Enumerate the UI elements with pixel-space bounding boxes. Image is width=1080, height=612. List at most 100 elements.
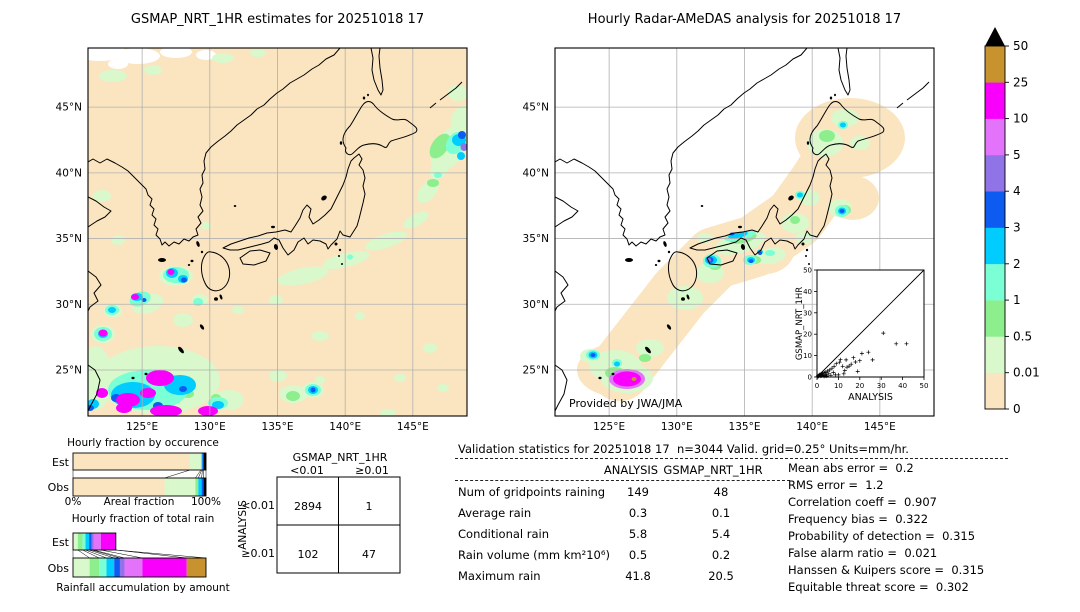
- contingency-value-10: 102: [298, 548, 319, 561]
- colorbar-segment-peach: [985, 372, 1005, 410]
- rain-blob-cyan: [614, 361, 620, 367]
- rain-blob-aqua: [765, 250, 775, 256]
- rain-blob-palegreen: [93, 190, 111, 202]
- rain-blob-palegreen: [212, 53, 234, 63]
- bar-segment-purple: [119, 558, 125, 577]
- rain-blob-blue: [748, 259, 754, 263]
- rain-blob-palegreen: [831, 109, 859, 127]
- lat-tick-label: 30°N: [523, 299, 549, 311]
- rain-blob-palegreen: [232, 306, 244, 314]
- est-row-label: Est: [52, 456, 70, 469]
- obs-row-label: Obs: [48, 481, 70, 494]
- left-map-axis-ticks: 125°E 130°E 135°E 140°E 145°E 45°N 40°N 35°N 30°…: [56, 102, 429, 433]
- bar-segment-green: [89, 558, 100, 577]
- credit-text: Provided by JWA/JMA: [569, 397, 683, 410]
- connector-line: [164, 469, 191, 479]
- rain-blob-cyan: [797, 192, 803, 198]
- connector-line: [91, 549, 121, 559]
- rain-blob-palegreen: [667, 286, 703, 310]
- colorbar-segment-palegreen: [985, 336, 1005, 373]
- lon-tick-label: 125°E: [593, 421, 625, 433]
- rain-blob-aqua: [434, 172, 442, 178]
- occurrence-bars: [72, 452, 207, 497]
- right-map-gridlines: [555, 48, 934, 416]
- bar-segment-green: [200, 453, 202, 470]
- connector-line: [82, 549, 100, 559]
- rain-blob-palegreen: [450, 105, 467, 131]
- rain-blob-palegreen: [111, 235, 125, 245]
- bar-segment-aqua: [82, 533, 86, 550]
- lon-tick-label: 130°E: [194, 421, 226, 433]
- rain-blob-palegreen: [394, 374, 406, 382]
- score-line: False alarm ratio = 0.021: [788, 546, 938, 560]
- x-axis-100pct: 100%: [191, 496, 221, 508]
- rain-blob-magenta: [116, 403, 132, 413]
- validation-row: Conditional rain 5.8 5.4: [455, 527, 1017, 543]
- validation-cell: 20.5: [708, 569, 734, 583]
- validation-cell: 0.1: [711, 506, 731, 520]
- scatter-inset: 0 10 20 30 40 50 0 10 20 30 40 50 ANALYSIS GSMAP_NRT_…: [795, 267, 928, 404]
- bar-segment-cyan: [85, 533, 90, 550]
- colorbar-segment-gold: [985, 46, 1005, 83]
- contingency-col-label-ge: ≥0.01: [355, 464, 389, 477]
- validation-cell: 41.8: [625, 569, 651, 583]
- bar-segment-cyan: [106, 558, 115, 577]
- validation-cell: 0.2: [711, 548, 731, 562]
- connector-line: [115, 549, 207, 559]
- rain-blob-palegreen: [269, 295, 283, 305]
- colorbar-tick-label: 50: [1013, 39, 1028, 53]
- lat-tick-label: 25°N: [56, 365, 82, 377]
- validation-cell: Maximum rain: [458, 569, 541, 583]
- colorbar-tick-label: 0.5: [1013, 329, 1032, 343]
- colorbar-segment-aqua: [985, 263, 1005, 301]
- inset-y-tick-label: 0: [808, 374, 812, 382]
- score-line: Equitable threat score = 0.302: [788, 580, 969, 594]
- lat-tick-label: 45°N: [56, 102, 82, 114]
- rain-blob-blue: [179, 386, 187, 392]
- contingency-row-label-lt: <0.01: [241, 499, 275, 512]
- rain-blob-palegreen: [311, 331, 329, 341]
- score-line: Frequency bias = 0.322: [788, 512, 929, 526]
- rain-blob-cyan: [728, 231, 748, 239]
- rain-blob-green: [790, 216, 800, 224]
- validation-cell: 48: [713, 485, 729, 499]
- inset-x-tick-label: 30: [877, 382, 886, 390]
- validation-row: Num of gridpoints raining 149 48: [455, 485, 1017, 501]
- score-line: Probability of detection = 0.315: [788, 529, 976, 543]
- rain-blob-green: [429, 133, 451, 159]
- score-line: RMS error = 1.2: [788, 478, 884, 492]
- connector-line: [89, 549, 115, 559]
- bar-segment-blue: [89, 533, 92, 550]
- colorbar-tick-label: 3: [1013, 221, 1021, 235]
- validation-cell: Conditional rain: [458, 527, 550, 541]
- bar-outline: [72, 452, 207, 471]
- left-map-frame: [87, 47, 468, 417]
- rain-blob-magenta: [98, 329, 108, 337]
- obs-row-label: Obs: [48, 562, 70, 575]
- radar-amedas-map: 0 10 20 30 40 50 0 10 20 30 40 50 ANALYSIS GSMAP_NRT_…: [523, 47, 935, 433]
- colorbar-segment-cyan: [985, 227, 1005, 265]
- x-axis-0pct: 0%: [65, 496, 82, 508]
- right-map-rain-field: [580, 109, 870, 393]
- bar-segment-blue: [202, 453, 204, 470]
- contingency-col-header: GSMAP_NRT_1HR: [293, 451, 388, 464]
- rain-blob-palegreen: [380, 409, 396, 416]
- bar-segment-palegreen: [73, 533, 78, 550]
- rain-blob-blue: [839, 209, 845, 213]
- rain-blob-green: [427, 179, 439, 187]
- rain-blob-blue: [590, 353, 596, 357]
- bar-segment-aqua: [99, 558, 107, 577]
- radar-coverage-blob: [795, 98, 905, 178]
- rain-blob-palegreen: [437, 384, 449, 392]
- connector-line: [201, 469, 203, 479]
- x-axis-label: Areal fraction: [104, 496, 175, 508]
- scatter-points: [815, 331, 909, 379]
- bar-segment-peach: [73, 478, 165, 496]
- rain-blob-aqua: [347, 254, 353, 260]
- dashed-separator-headers: [455, 480, 790, 481]
- bar-outline: [72, 477, 207, 497]
- occurrence-chart-title: Hourly fraction by occurence: [67, 437, 219, 449]
- right-map-title: Hourly Radar-AMeDAS analysis for 2025101…: [587, 12, 902, 27]
- gsmap-estimate-map: 125°E 130°E 135°E 140°E 145°E 45°N 40°N 35°N 30°…: [56, 47, 468, 433]
